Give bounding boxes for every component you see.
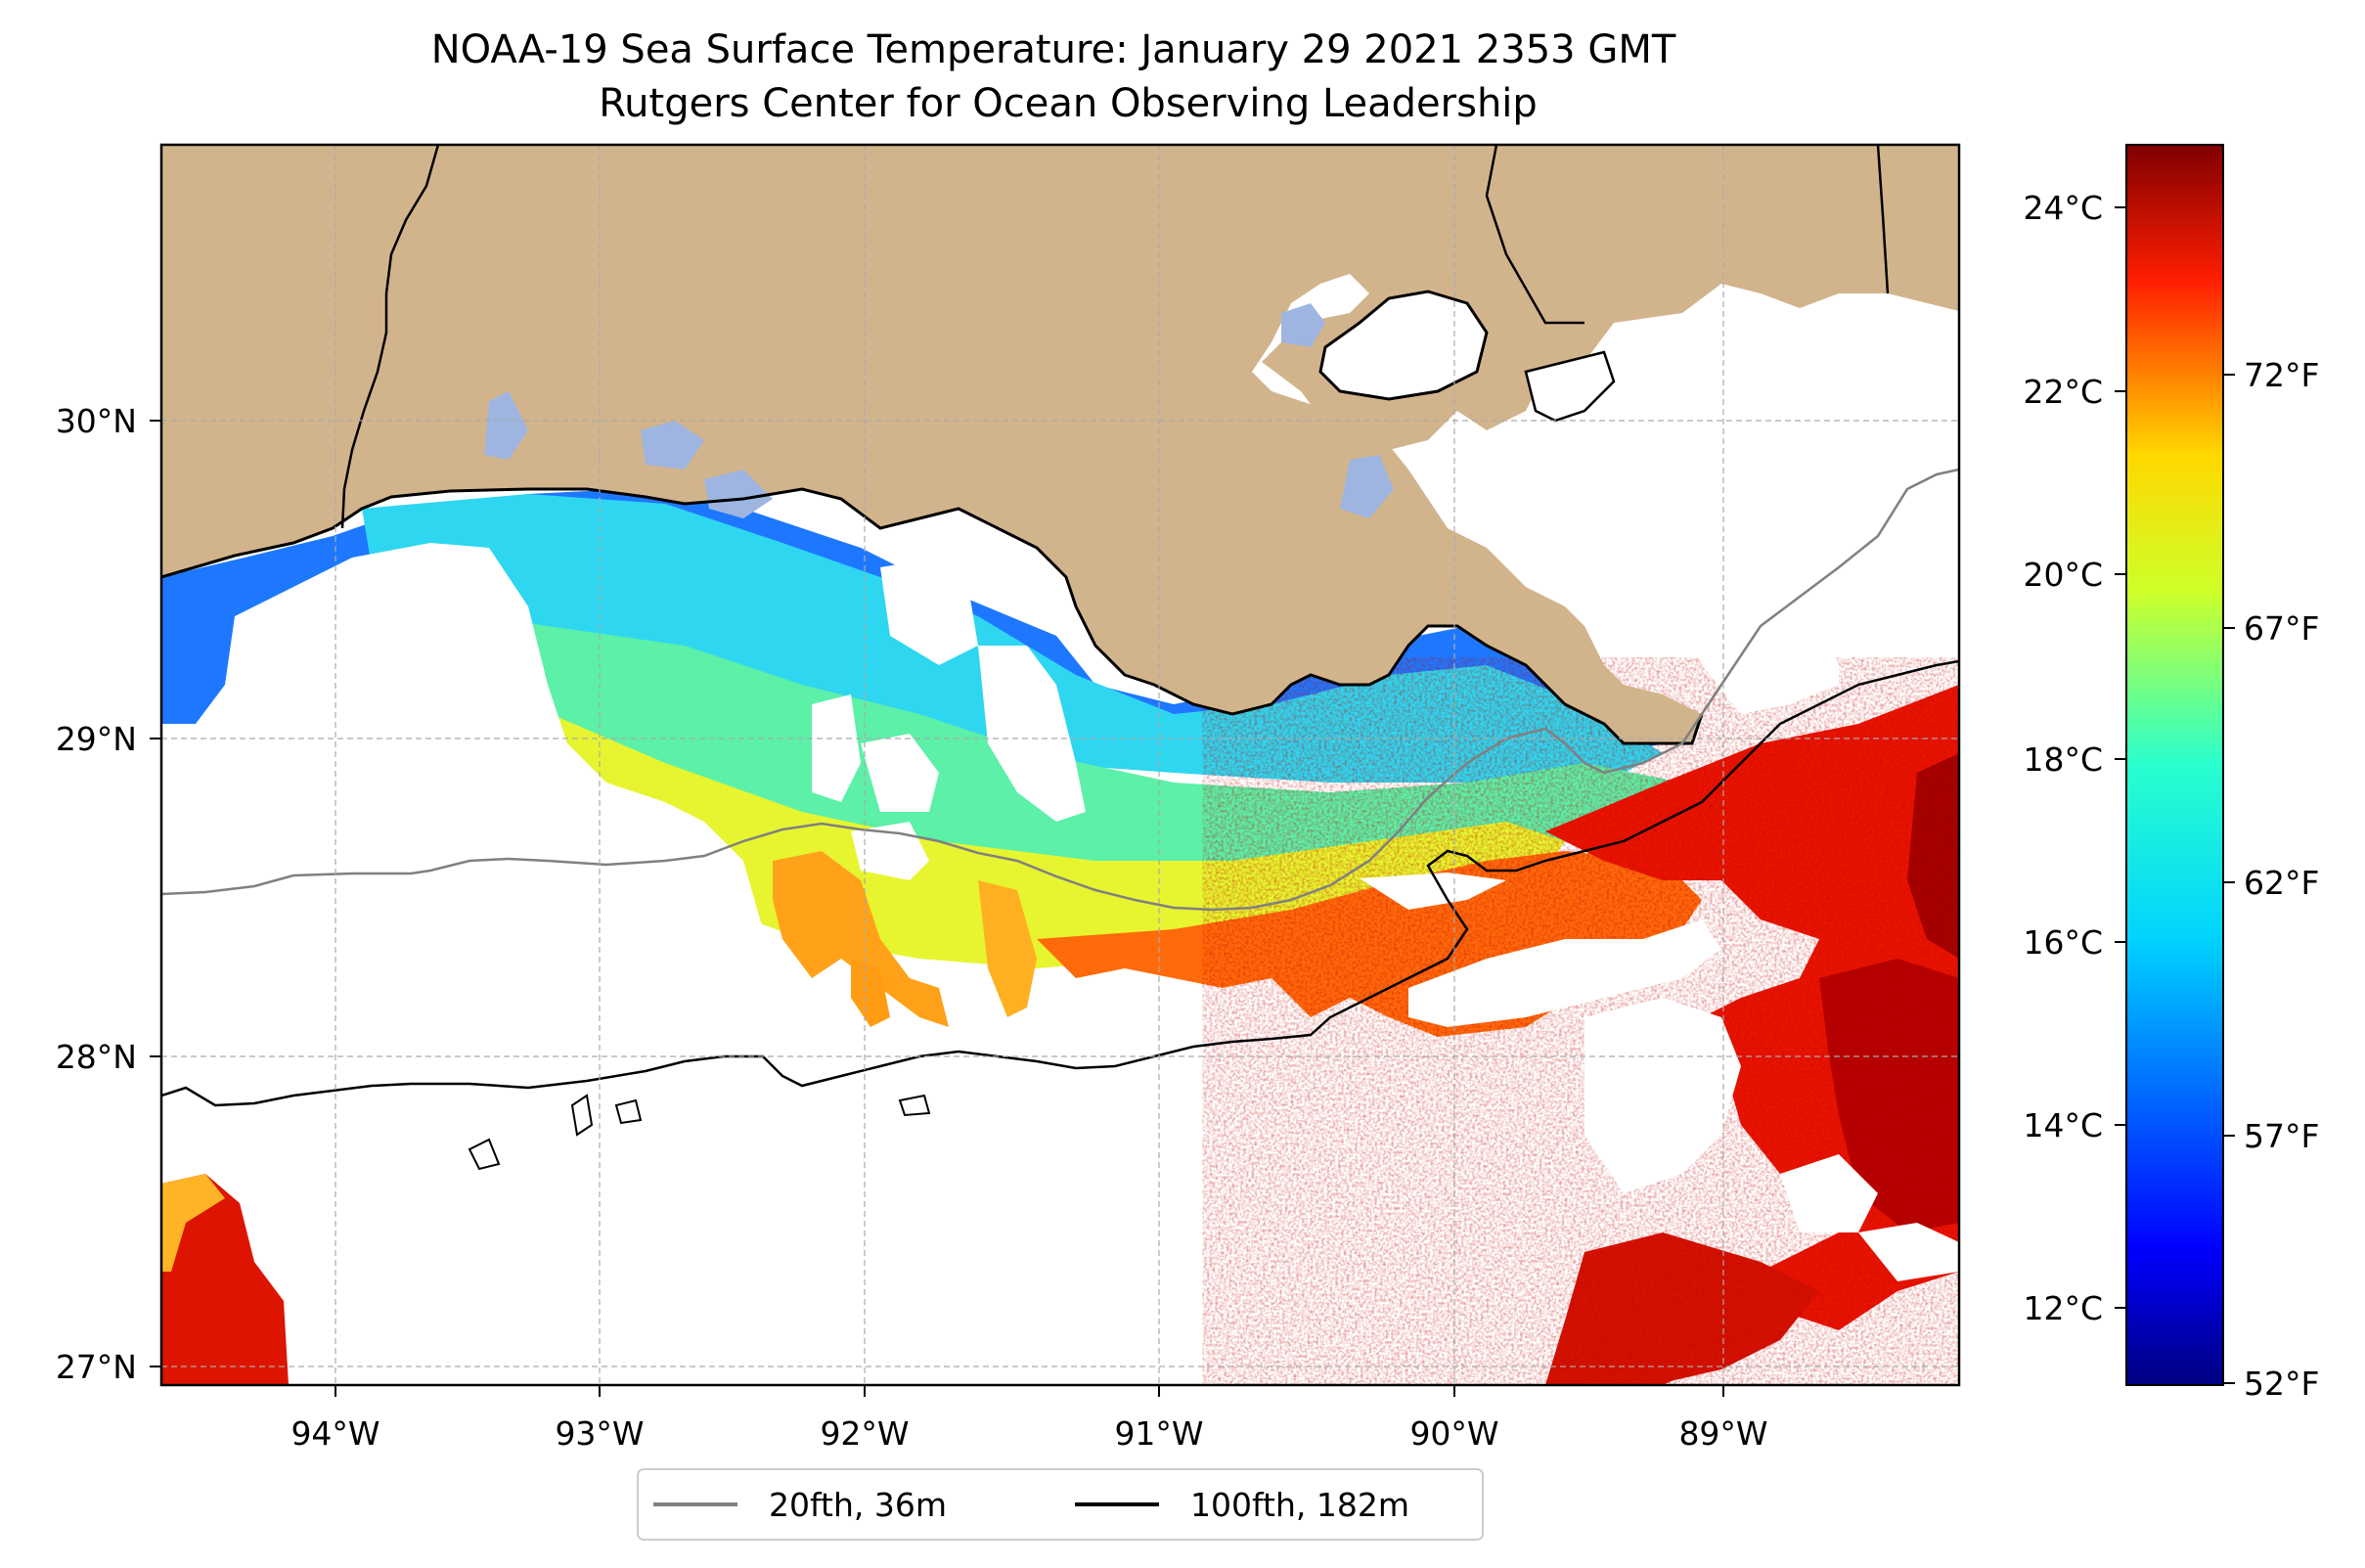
lake-east-1 (1340, 455, 1394, 518)
lon-label: 89°W (1678, 1414, 1767, 1453)
longitude-labels: 94°W 93°W 92°W 91°W 90°W 89°W (290, 1414, 1767, 1453)
coastline (161, 487, 1704, 745)
fahrenheit-label: 72°F (2244, 356, 2319, 394)
colorbar: 24°C 22°C 20°C 18°C 16°C 14°C 12°C 72°F … (2023, 144, 2319, 1403)
lake-north-1 (1281, 303, 1325, 347)
colorbar-celsius-labels: 24°C 22°C 20°C 18°C 16°C 14°C 12°C (2023, 189, 2103, 1327)
map-ticks (150, 420, 1724, 1397)
isobath-20fth (161, 468, 1959, 912)
cloud-gap-east-ridge (1584, 998, 1741, 1193)
cloud-gap-2 (861, 734, 939, 812)
map-gridlines (161, 145, 1959, 1385)
colorbar-fahrenheit-labels: 72°F 67°F 62°F 57°F 52°F (2244, 356, 2319, 1403)
land-mass (161, 145, 1959, 743)
chart-title-line2: Rutgers Center for Ocean Observing Leade… (599, 81, 1538, 126)
colorbar-fahrenheit-ticks (2223, 374, 2235, 1384)
sst-southwest-patch-edge (161, 1174, 225, 1272)
state-boundary-east (1485, 145, 1584, 325)
cloud-gap-1 (812, 694, 861, 802)
lon-label: 92°W (820, 1414, 909, 1453)
celsius-label: 14°C (2023, 1106, 2103, 1144)
map-panel (161, 145, 1959, 1385)
celsius-label: 24°C (2023, 189, 2103, 227)
sst-cyan-band (362, 494, 1663, 783)
isobath-feature-1 (570, 1094, 594, 1137)
legend-box (637, 1468, 1484, 1541)
lake-west-1 (484, 391, 528, 460)
fahrenheit-label: 52°F (2244, 1365, 2319, 1403)
sst-southwest-patch (161, 1174, 289, 1385)
sst-orange-plume-1 (773, 851, 949, 1027)
lon-label: 93°W (555, 1414, 644, 1453)
lake-west-3 (704, 470, 773, 518)
state-boundary-west (340, 145, 440, 529)
cloud-gap-3 (978, 646, 1086, 822)
isobath-feature-4 (898, 1094, 931, 1117)
celsius-label: 12°C (2023, 1289, 2103, 1327)
sst-orange-plume-2 (978, 880, 1037, 1017)
lake-borgne (1524, 350, 1616, 423)
state-boundary-far-east (1876, 145, 1890, 294)
cloud-gap-east-patch (1780, 1154, 1878, 1232)
fahrenheit-label: 67°F (2244, 609, 2319, 648)
cloud-gap-delta (1584, 411, 1839, 714)
isobath-feature-2 (614, 1098, 643, 1125)
colorbar-gradient (2125, 144, 2224, 1386)
latitude-labels: 30°N 29°N 28°N 27°N (56, 402, 137, 1386)
map-frame (159, 143, 1961, 1387)
cloud-gap-shelf-east (1360, 873, 1506, 910)
lake-west-2 (641, 421, 704, 470)
celsius-label: 22°C (2023, 373, 2103, 411)
lake-pontchartrain (1318, 290, 1489, 401)
legend: 20fth, 36m 100fth, 182m (637, 1468, 1484, 1541)
cloud-gap-shelf-south (1408, 919, 1721, 1027)
isobath-100fth (161, 659, 1959, 1107)
lon-label: 90°W (1409, 1414, 1498, 1453)
cloud-gap-4 (880, 558, 978, 665)
sst-data-layer (161, 411, 1959, 1385)
colorbar-celsius-ticks (2115, 206, 2126, 1309)
cloud-gap-far-east (1858, 1223, 1959, 1281)
celsius-label: 20°C (2023, 556, 2103, 594)
celsius-label: 16°C (2023, 923, 2103, 962)
lat-label: 27°N (56, 1348, 137, 1386)
fahrenheit-label: 62°F (2244, 864, 2319, 902)
lon-label: 94°W (290, 1414, 379, 1453)
legend-label-100fth: 100fth, 182m (1190, 1486, 1409, 1524)
lat-label: 28°N (56, 1038, 137, 1076)
legend-label-20fth: 20fth, 36m (769, 1486, 947, 1524)
celsius-label: 18°C (2023, 740, 2103, 779)
sst-orange-plume-3 (851, 959, 890, 1027)
lat-label: 30°N (56, 402, 137, 440)
lon-label: 91°W (1114, 1414, 1203, 1453)
cloud-gap-west (161, 543, 773, 988)
isobath-feature-3 (468, 1138, 501, 1171)
chart-title-line1: NOAA-19 Sea Surface Temperature: January… (431, 27, 1676, 72)
lat-label: 29°N (56, 720, 137, 758)
fahrenheit-label: 57°F (2244, 1117, 2319, 1155)
